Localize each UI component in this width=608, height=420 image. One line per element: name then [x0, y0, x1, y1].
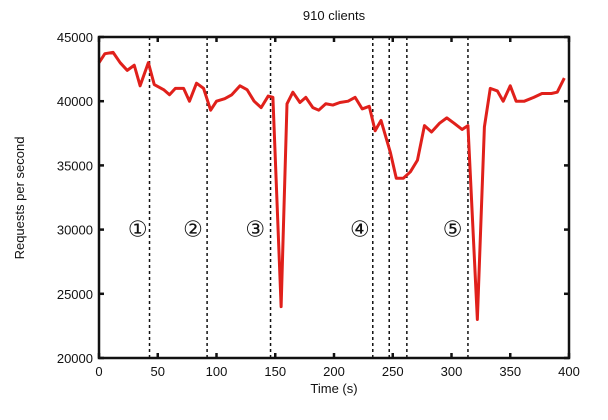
x-tick-label: 350 — [499, 364, 521, 379]
x-axis-label: Time (s) — [310, 381, 357, 396]
y-tick-label: 20000 — [57, 351, 93, 366]
phase-label: ① — [128, 217, 148, 242]
y-tick-label: 45000 — [57, 30, 93, 45]
x-tick-label: 100 — [206, 364, 228, 379]
series-line-requests — [99, 52, 564, 319]
phase-label: ④ — [350, 217, 370, 242]
x-tick-label: 200 — [323, 364, 345, 379]
x-tick-label: 300 — [441, 364, 463, 379]
chart-title: 910 clients — [303, 8, 366, 23]
phase-label: ⑤ — [443, 217, 463, 242]
y-tick-label: 25000 — [57, 287, 93, 302]
x-tick-label: 250 — [382, 364, 404, 379]
phase-label: ③ — [245, 217, 265, 242]
x-tick-label: 50 — [151, 364, 165, 379]
plot-frame — [99, 37, 569, 358]
y-tick-label: 30000 — [57, 223, 93, 238]
x-tick-label: 150 — [264, 364, 286, 379]
phase-label: ② — [183, 217, 203, 242]
y-axis-label: Requests per second — [12, 137, 27, 260]
y-tick-label: 35000 — [57, 158, 93, 173]
y-tick-label: 40000 — [57, 94, 93, 109]
x-tick-label: 400 — [558, 364, 580, 379]
x-tick-label: 0 — [95, 364, 102, 379]
